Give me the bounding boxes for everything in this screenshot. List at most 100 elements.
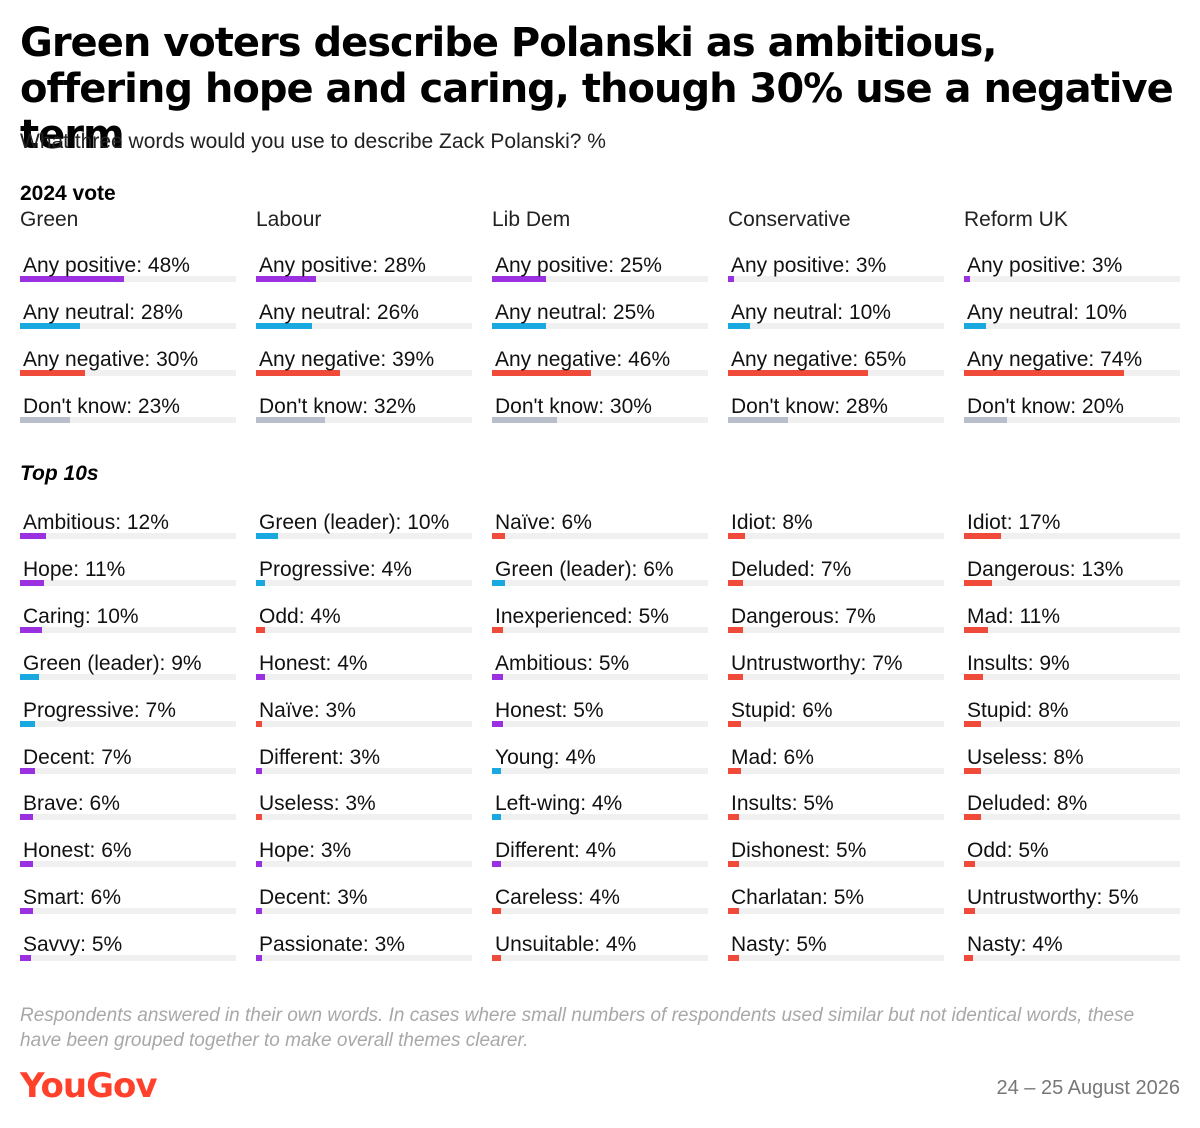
fieldwork-date: 24 – 25 August 2026	[996, 1077, 1181, 1099]
bar-fill	[492, 626, 503, 633]
bar-label: Any positive: 48%	[23, 254, 190, 277]
bar-track	[492, 955, 708, 962]
top10-row-labour-passionate: Passionate: 3%	[256, 927, 472, 967]
bar-fill	[20, 626, 42, 633]
bar-label: Any neutral: 26%	[259, 300, 419, 324]
summary-row-reform-uk-any-neutral: Any neutral: 10%	[964, 295, 1180, 335]
bar-track	[256, 955, 472, 962]
bar-fill	[728, 767, 741, 774]
bar-label: Honest: 6%	[23, 839, 132, 863]
bar-track	[492, 276, 708, 282]
bar-track	[256, 861, 472, 868]
top10-row-lib-dem-unsuitable: Unsuitable: 4%	[492, 927, 708, 967]
bar-fill	[20, 955, 31, 962]
top10-row-green-green-leader: Green (leader): 9%	[20, 646, 236, 686]
bar-label: Odd: 5%	[967, 839, 1049, 863]
column-header-reform-uk: Reform UK	[964, 208, 1068, 231]
bar-track	[256, 369, 472, 376]
footnote: Respondents answered in their own words.…	[20, 1005, 1135, 1051]
bar-label: Any positive: 25%	[495, 254, 662, 277]
bar-label: Careless: 4%	[495, 886, 620, 910]
bar-track	[964, 720, 1180, 727]
bar-fill	[964, 322, 986, 329]
bar-track	[728, 908, 944, 915]
bar-label: Any negative: 65%	[731, 347, 907, 371]
bar-fill	[492, 720, 503, 727]
bar-label: Untrustworthy: 7%	[731, 651, 903, 675]
bar-label: Deluded: 7%	[731, 557, 852, 581]
bar-track	[964, 861, 1180, 868]
bar-fill	[492, 533, 505, 539]
bar-label: Young: 4%	[495, 745, 596, 769]
bar-label: Deluded: 8%	[967, 792, 1088, 816]
chart-title: Green voters describe Polanski as ambiti…	[20, 20, 1174, 158]
bar-fill	[728, 533, 746, 539]
bar-label: Odd: 4%	[259, 604, 341, 628]
bar-fill	[964, 369, 1124, 376]
bar-track	[256, 322, 472, 329]
top10-row-conservative-dangerous: Dangerous: 7%	[728, 599, 944, 639]
top10-row-conservative-charlatan: Charlatan: 5%	[728, 880, 944, 920]
bar-label: Hope: 3%	[259, 839, 352, 863]
bar-fill	[728, 626, 744, 633]
top10-row-labour-decent: Decent: 3%	[256, 880, 472, 920]
bar-track	[728, 322, 944, 329]
bar-track	[20, 673, 236, 680]
bar-fill	[492, 276, 546, 282]
column-header-lib-dem: Lib Dem	[492, 208, 571, 231]
bar-track	[492, 322, 708, 329]
top10-row-green-progressive: Progressive: 7%	[20, 693, 236, 733]
bar-track	[492, 626, 708, 633]
bar-track	[964, 673, 1180, 680]
bar-track	[728, 955, 944, 962]
bar-label: Any positive: 3%	[731, 254, 887, 277]
bar-fill	[964, 720, 982, 727]
top10-row-green-savvy: Savvy: 5%	[20, 927, 236, 967]
bar-fill	[492, 416, 557, 423]
bar-label: Useless: 8%	[967, 745, 1084, 769]
bar-track	[964, 322, 1180, 329]
bar-fill	[728, 416, 789, 423]
top10-row-green-smart: Smart: 6%	[20, 880, 236, 920]
bar-fill	[256, 533, 278, 539]
bar-track	[728, 861, 944, 868]
summary-row-conservative-any-negative: Any negative: 65%	[728, 342, 944, 382]
bar-label: Naïve: 6%	[495, 511, 592, 534]
bar-track	[20, 767, 236, 774]
bar-fill	[964, 416, 1008, 423]
bar-label: Don't know: 28%	[731, 394, 888, 418]
bar-track	[728, 767, 944, 774]
bar-fill	[256, 276, 317, 282]
bar-track	[20, 369, 236, 376]
bar-fill	[256, 720, 263, 727]
bar-label: Don't know: 30%	[495, 394, 652, 418]
bar-label: Passionate: 3%	[259, 933, 405, 957]
summary-row-labour-any-positive: Any positive: 28%	[256, 248, 472, 288]
bar-track	[492, 908, 708, 915]
bar-track	[492, 861, 708, 868]
bar-fill	[20, 908, 33, 915]
bar-fill	[256, 955, 263, 962]
bar-fill	[20, 579, 44, 586]
top10-row-reform-uk-dangerous: Dangerous: 13%	[964, 552, 1180, 592]
bar-track	[256, 908, 472, 915]
bar-track	[20, 416, 236, 423]
bar-label: Any positive: 3%	[967, 254, 1123, 277]
bar-fill	[256, 322, 313, 329]
top10-row-reform-uk-odd: Odd: 5%	[964, 833, 1180, 873]
bar-track	[20, 814, 236, 821]
bar-fill	[964, 579, 993, 586]
bar-label: Different: 4%	[495, 839, 617, 863]
bar-label: Don't know: 32%	[259, 394, 416, 418]
top10-row-lib-dem-ambitious: Ambitious: 5%	[492, 646, 708, 686]
top10-row-labour-hope: Hope: 3%	[256, 833, 472, 873]
bar-label: Any negative: 74%	[967, 347, 1143, 371]
summary-row-lib-dem-any-negative: Any negative: 46%	[492, 342, 708, 382]
bar-label: Ambitious: 12%	[23, 511, 169, 534]
bar-track	[728, 814, 944, 821]
bar-fill	[256, 579, 265, 586]
bar-fill	[20, 276, 124, 282]
bar-track	[728, 626, 944, 633]
bar-track	[492, 369, 708, 376]
bar-fill	[492, 908, 501, 915]
